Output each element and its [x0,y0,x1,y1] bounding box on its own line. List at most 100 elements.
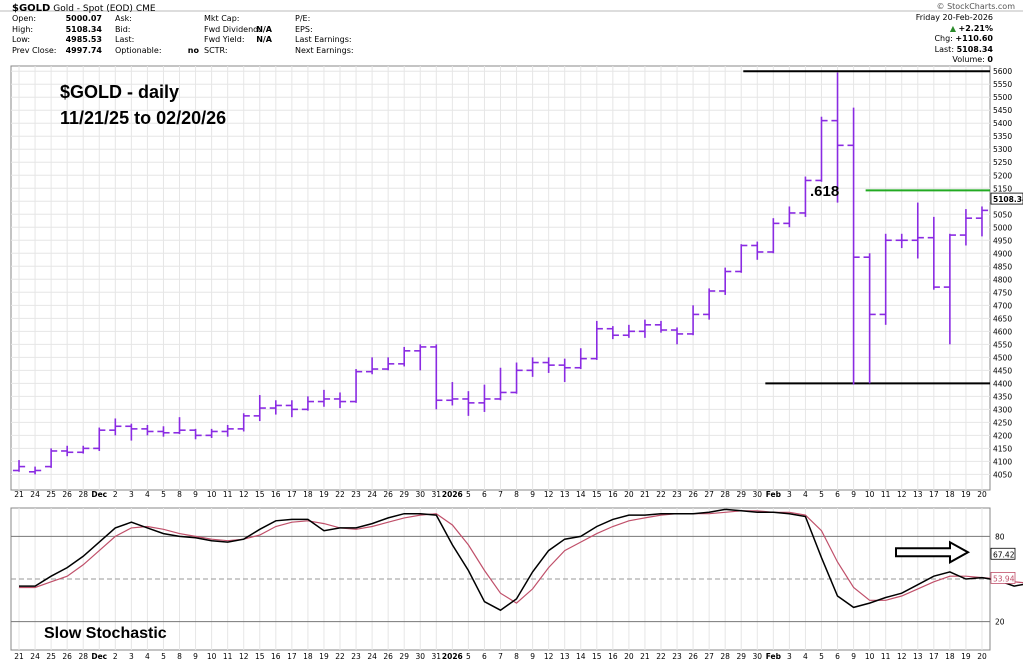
ohlc-bar [93,427,106,451]
prev-close-value: 4997.74 [65,45,102,55]
price-y-tick-label: 5200 [993,171,1012,180]
ohlc-bar [767,218,780,254]
ohlc-bar [414,344,427,371]
x-tick-label: 13 [560,490,570,499]
x-tick-label-lower: 18 [945,652,955,661]
x-tick-label: 5 [161,490,166,499]
x-tick-label: 12 [239,490,249,499]
x-tick-label-lower: 11 [223,652,233,661]
x-tick-label-lower: 24 [30,652,40,661]
sctr-label: SCTR: [204,45,228,55]
price-y-tick-label: 4750 [993,288,1012,297]
x-tick-label-lower: 4 [803,652,808,661]
x-tick-label-lower: 2 [113,652,118,661]
x-tick-label-lower: 8 [514,652,519,661]
price-y-tick-label: 4100 [993,457,1012,466]
low-value: 4985.53 [65,35,102,44]
x-tick-label-lower: 19 [961,652,971,661]
x-tick-label: 13 [913,490,923,499]
ask-label: Ask: [115,14,132,23]
x-tick-label: 10 [207,490,217,499]
x-tick-label: 11 [223,490,233,499]
ohlc-bar [157,426,170,437]
chart-title-line-2: 11/21/25 to 02/20/26 [60,108,227,128]
volume-value: 0 [987,55,993,64]
x-tick-label-lower: 13 [913,652,923,661]
x-tick-label: 21 [640,490,650,499]
x-tick-label: Feb [766,490,782,499]
x-tick-label-lower: Feb [766,652,782,661]
watermark: © StockCharts.com [936,2,1015,11]
price-y-tick-label: 4500 [993,353,1012,362]
x-tick-label-lower: 31 [432,652,442,661]
ohlc-bar [366,357,379,375]
ohlc-bar [799,176,812,217]
ohlc-bar [831,72,844,203]
ohlc-bar [863,253,876,384]
x-tick-label: 4 [803,490,808,499]
x-tick-label: 15 [255,490,265,499]
x-tick-label-lower: 26 [688,652,698,661]
price-y-tick-label: 5550 [993,80,1012,89]
x-tick-label: 14 [576,490,586,499]
ohlc-bar [12,460,26,472]
x-tick-label: 9 [530,490,535,499]
x-tick-label: 17 [287,490,297,499]
x-tick-label-lower: 9 [193,652,198,661]
ohlc-bar [478,384,491,412]
x-tick-label-lower: 30 [753,652,763,661]
price-y-tick-label: 5150 [993,184,1012,193]
ohlc-bar [638,319,652,338]
ohlc-bar [879,233,892,325]
ohlc-bar [205,428,218,438]
x-tick-label-lower: 3 [787,652,792,661]
x-tick-label: 8 [514,490,519,499]
ohlc-bar [719,267,732,295]
open-label: Open: [12,14,37,23]
x-tick-label-lower: 28 [720,652,730,661]
x-tick-label-lower: 10 [865,652,875,661]
x-tick-label: 16 [271,490,281,499]
ohlc-bar [959,209,973,246]
x-tick-label: 19 [319,490,329,499]
high-value: 5108.34 [65,24,102,34]
x-tick-label-lower: 11 [881,652,891,661]
ohlc-bar [847,107,860,385]
ohlc-bar [911,202,924,259]
x-tick-label: 20 [977,490,987,499]
ohlc-bar [606,326,619,340]
x-tick-label-lower: 2026 [442,652,463,661]
x-tick-label: 6 [835,490,840,499]
header-col-3: Mkt Cap: Fwd Dividend:N/A Fwd Yield: N/A … [204,14,272,56]
last-price-value: 5108.34 [956,44,993,54]
x-tick-label: 3 [787,490,792,499]
ohlc-bar [301,396,315,411]
ohlc-bar [253,395,266,422]
x-tick-label-lower: 28 [78,652,88,661]
x-tick-label: 26 [62,490,72,499]
ohlc-bar [189,428,202,440]
x-tick-label: 4 [145,490,150,499]
ohlc-bar [45,448,58,468]
x-tick-label-lower: 13 [560,652,570,661]
x-tick-label: 20 [624,490,634,499]
prev-close-label: Prev Close: [12,45,57,55]
ohlc-bar [574,348,587,370]
x-tick-label: 30 [753,490,763,499]
x-tick-label-lower: 20 [624,652,634,661]
stoch-d-tag-box [990,572,1016,584]
optionable-value: no [187,45,199,55]
x-tick-label: 21 [14,490,24,499]
stochastic-panel-label: Slow Stochastic [44,625,167,642]
x-tick-label: 24 [30,490,40,499]
x-tick-label-lower: 17 [287,652,297,661]
price-y-tick-label: 5500 [993,93,1012,102]
up-triangle-icon: ▲ [949,23,956,33]
ohlc-bar [349,369,363,403]
x-tick-label-lower: 6 [482,652,487,661]
x-tick-label: 6 [482,490,487,499]
stoch-y-tick-label: 80 [995,532,1005,541]
x-tick-label-lower: 23 [672,652,682,661]
chg-value: +110.60 [955,34,993,43]
eps-label: EPS: [295,24,313,34]
